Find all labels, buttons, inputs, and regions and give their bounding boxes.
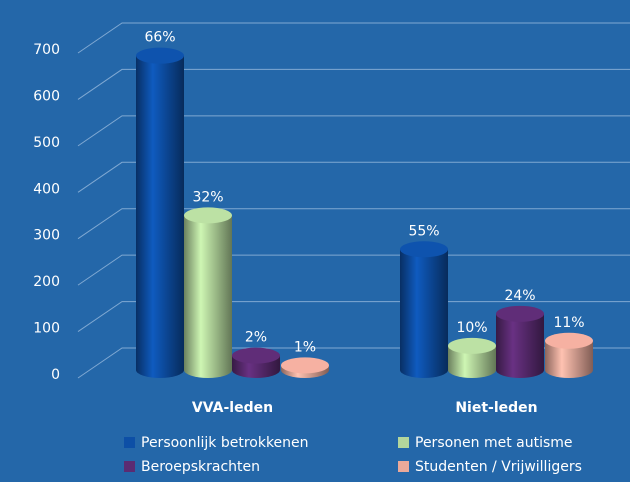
legend-swatch — [398, 461, 409, 472]
value-label: 24% — [504, 288, 535, 304]
bar-cap — [545, 332, 593, 349]
y-tick-label: 500 — [33, 135, 60, 151]
value-label: 2% — [245, 330, 267, 346]
x-tick-label: VVA-leden — [192, 400, 273, 416]
y-tick-label: 600 — [33, 88, 60, 104]
legend-swatch — [124, 461, 135, 472]
value-label: 10% — [456, 320, 487, 336]
y-tick-label: 100 — [33, 321, 60, 337]
y-tick-label: 700 — [33, 42, 60, 58]
legend-label: Personen met autisme — [415, 435, 573, 451]
bar — [400, 249, 448, 378]
grid-line — [77, 254, 630, 286]
bar — [136, 55, 184, 379]
x-tick-label: Niet-leden — [455, 400, 537, 416]
bar-cap — [184, 207, 232, 224]
bar-cap — [232, 347, 280, 364]
bar-cap — [448, 337, 496, 354]
bar — [448, 345, 496, 378]
value-label: 11% — [553, 315, 584, 331]
y-tick-label: 0 — [51, 367, 60, 383]
grid-line — [77, 115, 630, 147]
bar-cap — [400, 241, 448, 258]
grid-line — [77, 22, 630, 54]
grid-line — [77, 301, 630, 332]
grid-line — [77, 161, 630, 193]
legend-swatch — [398, 437, 409, 448]
value-label: 55% — [408, 223, 439, 239]
bar-cap — [496, 305, 544, 322]
bar — [184, 215, 232, 378]
value-label: 1% — [294, 339, 316, 355]
y-tick-label: 200 — [33, 274, 60, 290]
grid-line — [77, 68, 630, 100]
legend-label: Persoonlijk betrokkenen — [141, 435, 309, 451]
value-label: 32% — [192, 189, 223, 205]
bar — [496, 313, 544, 378]
bar-cap — [136, 47, 184, 64]
legend-label: Studenten / Vrijwilligers — [415, 459, 582, 475]
bar — [545, 340, 593, 378]
grid-line — [77, 208, 630, 240]
legend-label: Beroepskrachten — [141, 459, 260, 475]
y-tick-label: 300 — [33, 228, 60, 244]
bar-cap — [281, 357, 329, 374]
y-tick-label: 400 — [33, 181, 60, 197]
value-label: 66% — [144, 30, 175, 46]
legend-swatch — [124, 437, 135, 448]
